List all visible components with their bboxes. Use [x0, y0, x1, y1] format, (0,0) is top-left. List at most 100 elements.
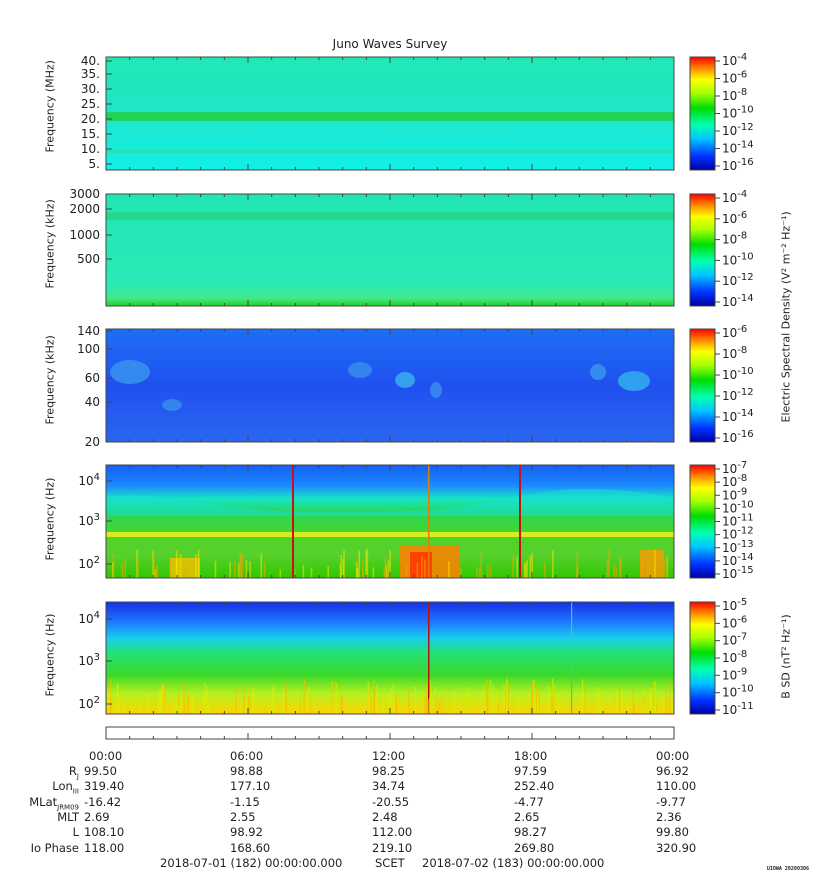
- panel-4-texture: [175, 550, 178, 578]
- panel-5-texture: [110, 678, 112, 714]
- panel-4-texture: [340, 555, 343, 578]
- panel-5-texture: [497, 700, 500, 714]
- panel-5-texture: [665, 691, 667, 714]
- colorbar-tick-label: 10-7: [722, 460, 747, 476]
- panel-4-texture: [619, 558, 621, 578]
- panel-5-texture: [621, 690, 623, 714]
- panel-4-cutoff-band: [106, 489, 674, 516]
- panel-5-texture: [268, 703, 270, 714]
- panel-5-texture: [467, 686, 469, 714]
- panel-5-texture: [207, 702, 210, 714]
- colorbar-tick-label: 10-6: [722, 614, 747, 630]
- panel-4-texture: [416, 562, 419, 578]
- y-tick-label: 140: [77, 324, 100, 338]
- colorbar-tick-label: 10-12: [722, 122, 754, 138]
- colorbar-tick-label: 10-8: [722, 649, 747, 665]
- colorbar-tick-label: 10-6: [722, 324, 747, 340]
- y-tick-label: 1000: [69, 228, 100, 242]
- panel-3-heatmap: [106, 329, 674, 442]
- panel-5-texture: [609, 695, 611, 714]
- panel-5-texture: [331, 681, 334, 714]
- panel-4-texture: [543, 562, 546, 578]
- panel-4-texture: [343, 550, 345, 578]
- panel-5-texture: [551, 696, 553, 714]
- panel-5-texture: [191, 694, 194, 714]
- axis-ticks: [105, 57, 720, 739]
- panel-5-texture: [237, 696, 239, 714]
- panel-5-texture: [272, 685, 275, 714]
- ephemeris-value: -4.77: [514, 794, 544, 809]
- panel-4-spike: [292, 465, 294, 578]
- ephemeris-value: 108.10: [84, 825, 125, 840]
- panel-5-texture: [109, 698, 112, 714]
- panel-5-texture: [297, 689, 299, 714]
- panel-5-texture: [252, 687, 255, 714]
- ephemeris-value: -1.15: [230, 794, 260, 809]
- panel-5-texture: [552, 685, 555, 714]
- panel-5-texture: [527, 690, 529, 714]
- panel-4-spike: [428, 465, 430, 578]
- panel-4-texture: [152, 549, 155, 578]
- panel-4-texture: [385, 564, 388, 578]
- colorbar-tick-label: 10-10: [722, 684, 754, 700]
- panel-1-ylabel: Frequency (MHz): [43, 60, 57, 153]
- panel-5-texture: [532, 680, 534, 714]
- panel-5-texture: [595, 692, 597, 714]
- panel-5-texture: [247, 697, 250, 714]
- panel-5-texture: [271, 687, 273, 714]
- y-tick-label: 3000: [69, 187, 100, 201]
- ephemeris-value: 269.80: [514, 840, 555, 855]
- panel-4-texture: [529, 555, 532, 578]
- panel-5-texture: [504, 689, 507, 714]
- colorbar-tick-label: 10-10: [722, 105, 754, 121]
- panel-4-texture: [121, 562, 124, 578]
- colorbar-tick-label: 10-14: [722, 140, 754, 156]
- panel-4-texture: [112, 553, 115, 578]
- y-tick-label: 40: [85, 395, 100, 409]
- panel-5-texture: [177, 700, 180, 714]
- panel-4-texture: [576, 551, 579, 578]
- panel-5-texture: [654, 680, 656, 714]
- panel-1-band: [106, 112, 674, 121]
- ephemeris-value: 319.40: [84, 779, 125, 794]
- panel-5-texture: [559, 700, 561, 714]
- panel-5-texture: [633, 703, 635, 714]
- panel-5-texture: [408, 690, 410, 714]
- colorbar-tick-label: 10-8: [722, 345, 747, 361]
- panel-4-texture: [358, 550, 361, 578]
- panel-5-texture: [335, 682, 338, 714]
- panel-5-texture: [507, 683, 510, 714]
- panel-4-texture: [523, 564, 526, 578]
- panel-5-texture: [649, 692, 652, 714]
- colorbar-tick-label: 10-15: [722, 565, 754, 581]
- panel-4-spike: [519, 465, 521, 578]
- panel-5-texture: [175, 695, 178, 714]
- panel-4-texture: [240, 555, 243, 578]
- ephemeris-value: 98.25: [372, 764, 405, 778]
- colorbar-5: [689, 601, 716, 715]
- panel-5: [106, 602, 674, 714]
- panel-4-texture: [239, 553, 241, 578]
- panel-5-texture: [116, 683, 118, 714]
- panel-5-texture: [424, 696, 427, 714]
- chart-title: Juno Waves Survey: [332, 37, 448, 51]
- ephemeris-value: -9.77: [656, 794, 686, 809]
- time-tick: 18:00: [514, 749, 548, 763]
- footer-scet: SCET: [375, 856, 405, 870]
- footer-start-time: 2018-07-01 (182) 00:00:00.000: [160, 856, 343, 870]
- y-tick-label: 104: [78, 610, 100, 626]
- panel-3-blob: [110, 360, 150, 384]
- panel-5-texture: [538, 683, 540, 714]
- panel-5-texture: [459, 697, 461, 714]
- panel-4-texture: [156, 565, 159, 578]
- panel-4-texture: [489, 566, 492, 578]
- panel-5-texture: [240, 697, 242, 714]
- panel-4-texture: [608, 549, 610, 578]
- panel-3-blob: [430, 382, 442, 398]
- panel-5-texture: [159, 690, 161, 714]
- y-tick-label: 500: [77, 252, 100, 266]
- panel-4-texture: [185, 566, 187, 578]
- y-tick-label: 103: [78, 512, 100, 528]
- panel-5-texture: [486, 679, 488, 714]
- panel-5-texture: [581, 679, 584, 714]
